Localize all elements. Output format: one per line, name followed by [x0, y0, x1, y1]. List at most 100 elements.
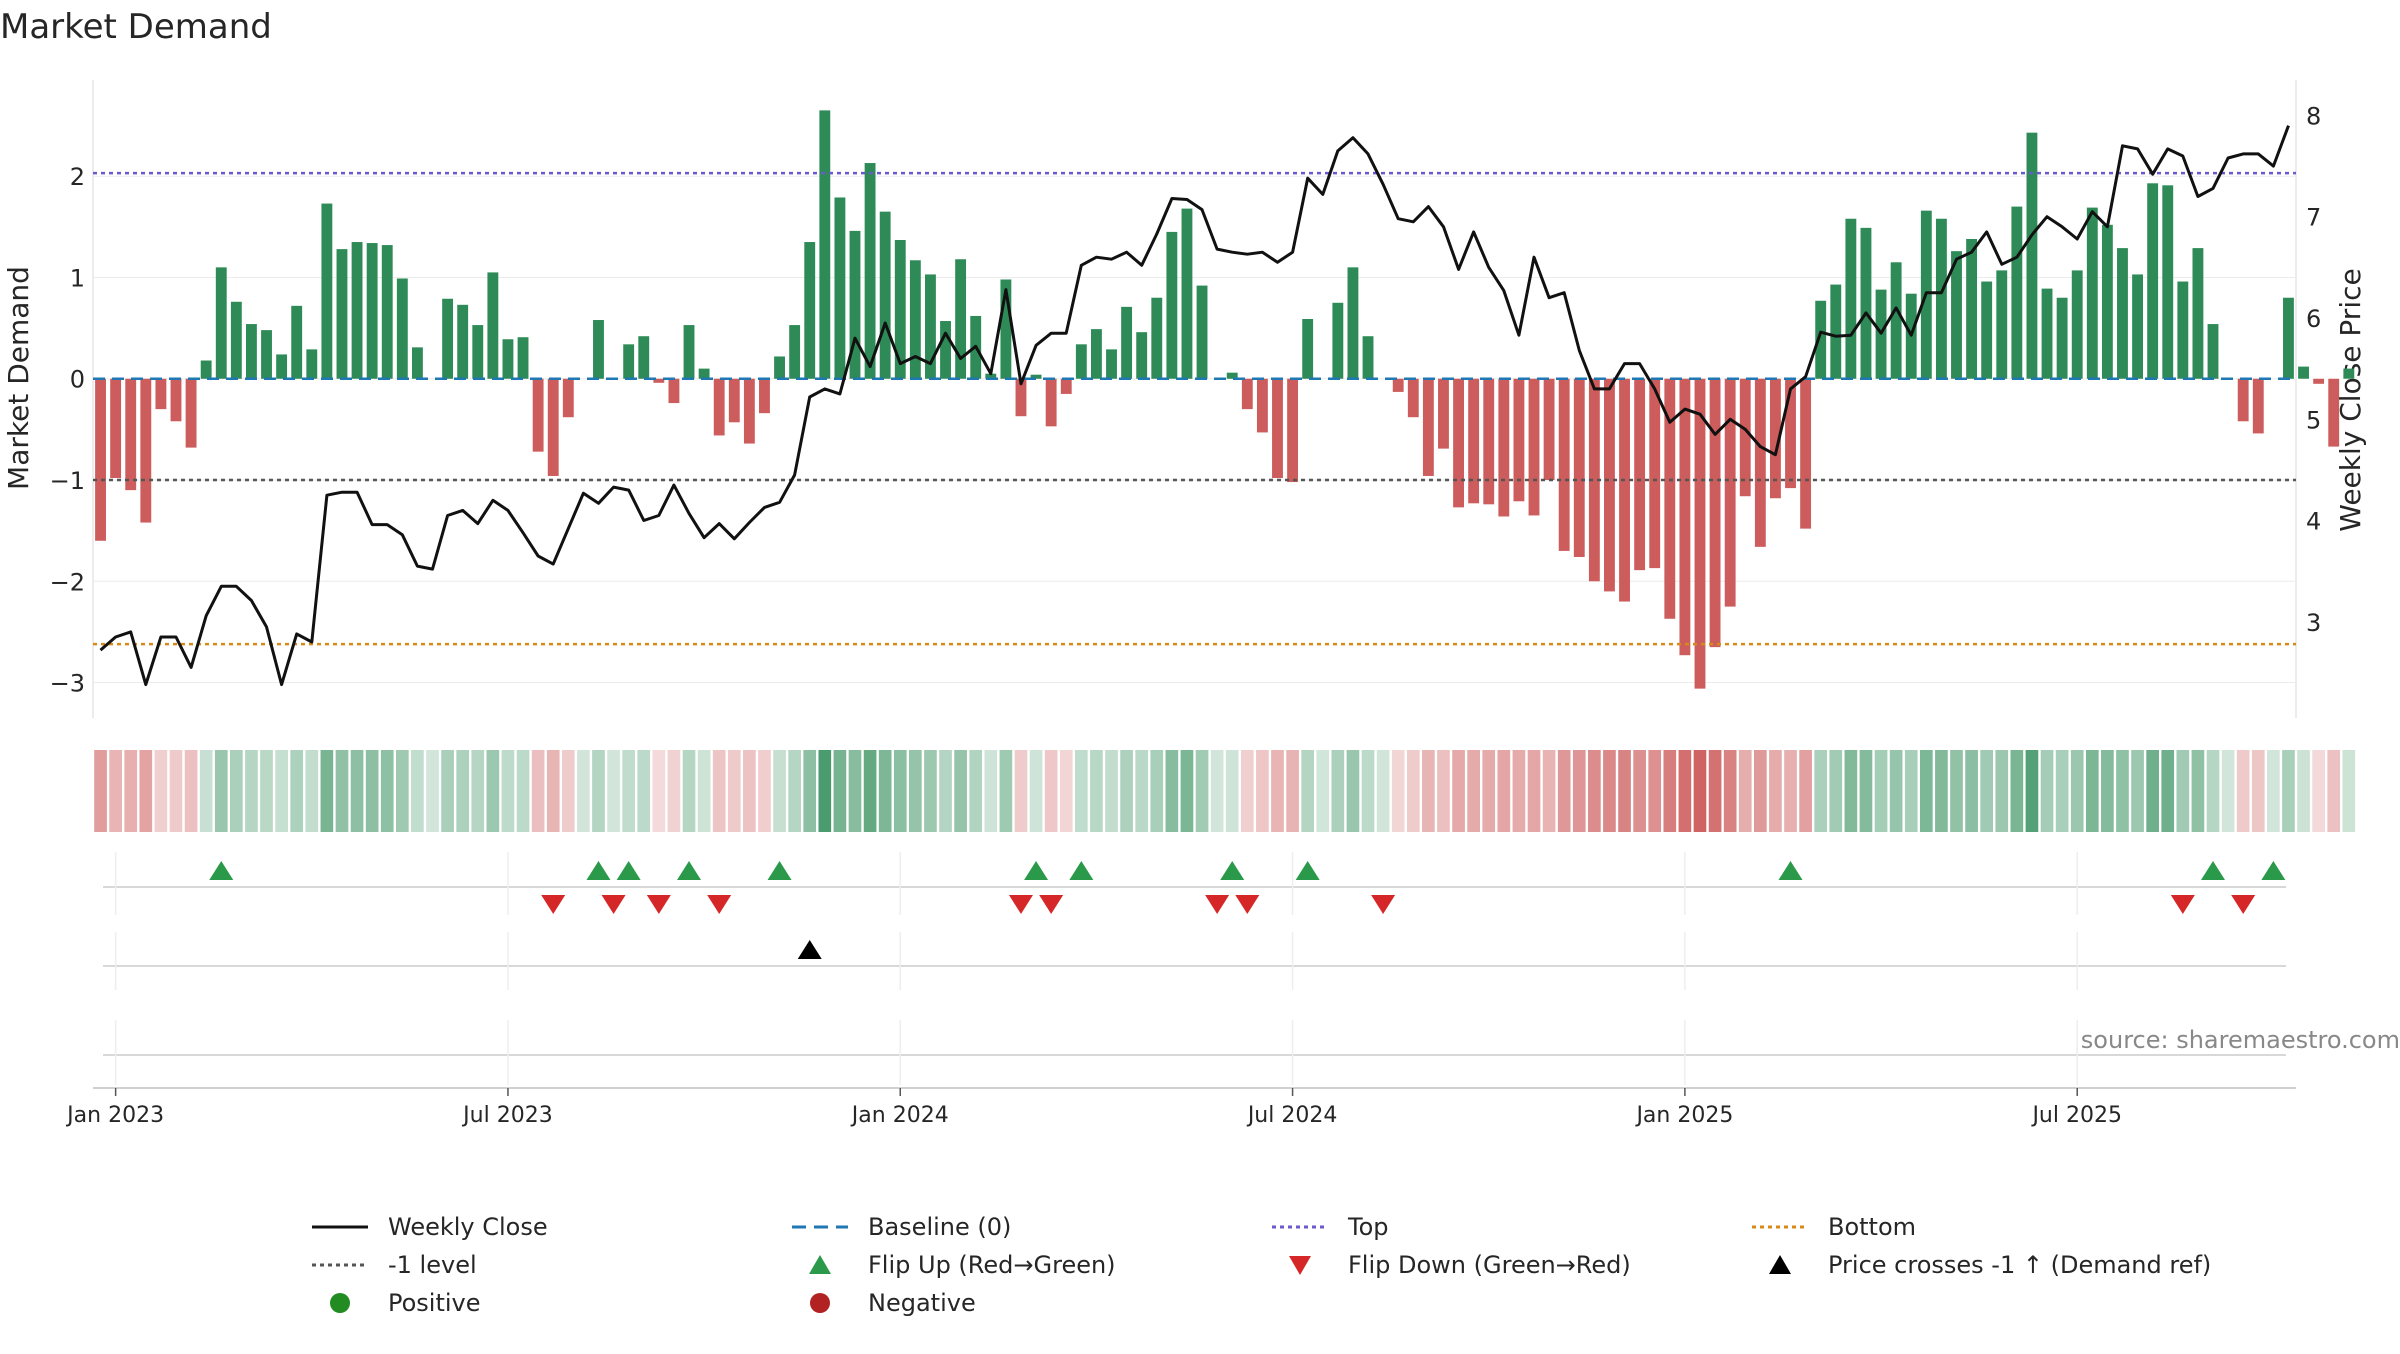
chart-title: Market Demand — [0, 7, 272, 47]
heat-cell — [1527, 750, 1541, 832]
demand-bar — [638, 336, 650, 379]
demand-bar — [261, 330, 272, 379]
demand-bar — [1060, 378, 1072, 394]
heat-cell — [2251, 750, 2265, 832]
legend-label: Positive — [388, 1289, 481, 1317]
source-label: source: sharemaestro.com — [2081, 1026, 2400, 1054]
demand-bar — [2343, 368, 2355, 379]
heat-cell — [2176, 750, 2190, 832]
x-tick-label: Jul 2024 — [1246, 1103, 1338, 1128]
y-axis-label: Market Demand — [2, 266, 35, 490]
demand-bar — [396, 278, 408, 379]
heat-cell — [501, 750, 515, 832]
flip-up-marker — [767, 861, 792, 880]
demand-bar — [1362, 336, 1374, 379]
heat-cell — [260, 750, 273, 832]
demand-bar — [1438, 378, 1449, 449]
heat-cell — [1165, 750, 1179, 832]
heat-cell — [395, 750, 409, 832]
heat-cell — [1738, 750, 1752, 832]
flip-up-marker — [677, 861, 702, 880]
demand-bar — [246, 324, 257, 379]
demand-bar — [2147, 183, 2159, 379]
demand-bar — [1709, 378, 1721, 648]
demand-bar — [2237, 378, 2249, 422]
heat-cell — [94, 750, 107, 832]
demand-bar — [1935, 218, 1947, 379]
demand-bar — [849, 230, 861, 379]
heat-cell — [1225, 750, 1239, 832]
heat-cell — [652, 750, 666, 832]
demand-bar — [1015, 378, 1027, 417]
heat-cell — [1829, 750, 1843, 832]
heat-cell — [214, 750, 228, 832]
demand-bar — [743, 378, 755, 444]
heat-cell — [380, 750, 394, 832]
circle-icon — [810, 1293, 830, 1313]
heat-cell — [2191, 750, 2205, 832]
heat-cell — [2116, 750, 2129, 832]
heat-cell — [2070, 750, 2084, 832]
y2-tick-label: 5 — [2306, 406, 2321, 434]
demand-bar — [1181, 208, 1193, 379]
demand-bar — [1513, 378, 1525, 502]
demand-bar — [1649, 378, 1661, 569]
demand-bar — [1090, 329, 1102, 379]
demand-bar — [1966, 238, 1978, 379]
demand-bar — [1996, 270, 2008, 379]
legend-item-top: Top — [1270, 1210, 1389, 1244]
demand-bar — [2101, 224, 2113, 379]
heat-cell — [471, 750, 485, 832]
heat-cell — [2282, 750, 2295, 832]
demand-bar — [502, 339, 514, 379]
demand-bar — [1030, 374, 1042, 379]
demand-bar — [819, 110, 831, 379]
heat-cell — [1467, 750, 1480, 832]
heat-cell — [2101, 750, 2114, 832]
demand-bar — [2177, 281, 2189, 379]
heat-cell — [1754, 750, 1767, 832]
demand-bar — [562, 378, 574, 418]
heat-cell — [1919, 750, 1933, 832]
heat-cell — [2312, 750, 2325, 832]
legend-label: Flip Up (Red→Green) — [868, 1251, 1116, 1279]
y-tick-label: −1 — [50, 467, 85, 495]
demand-bar — [411, 347, 423, 379]
heat-cell — [1980, 750, 1994, 832]
heat-cell — [1633, 750, 1646, 832]
legend-label: Top — [1348, 1213, 1389, 1241]
heat-cell — [245, 750, 258, 832]
demand-bar — [185, 378, 197, 448]
demand-bar — [2117, 248, 2128, 379]
heat-cell — [924, 750, 937, 832]
heat-cell — [1693, 750, 1707, 832]
flip-up-marker — [1069, 861, 1094, 880]
heat-cell — [697, 750, 711, 832]
flip-marker-panel — [103, 852, 2286, 915]
heat-cell — [682, 750, 696, 832]
heat-cell — [2040, 750, 2054, 832]
flip-up-marker — [586, 861, 611, 880]
demand-bar — [1166, 231, 1178, 379]
heat-cell — [1331, 750, 1345, 832]
legend-item-positive: Positive — [310, 1286, 481, 1320]
demand-bar — [1332, 302, 1344, 379]
legend-label: Bottom — [1828, 1213, 1917, 1241]
legend-label: -1 level — [388, 1251, 477, 1279]
demand-bar — [1000, 279, 1012, 379]
heat-cell — [1678, 750, 1692, 832]
heat-cell — [1074, 750, 1088, 832]
demand-bar — [2026, 132, 2038, 379]
heat-cell — [893, 750, 907, 832]
heat-cell — [622, 750, 635, 832]
heat-cell — [456, 750, 470, 832]
heat-cell — [833, 750, 847, 832]
heat-cell — [1406, 750, 1420, 832]
y2-axis-label: Weekly Close Price — [2334, 268, 2367, 531]
demand-bar — [2283, 297, 2294, 379]
demand-bar — [623, 344, 635, 379]
heat-cell — [909, 750, 922, 832]
demand-bar — [110, 378, 122, 478]
flip-up-marker — [616, 861, 641, 880]
demand-bar — [1558, 378, 1570, 551]
